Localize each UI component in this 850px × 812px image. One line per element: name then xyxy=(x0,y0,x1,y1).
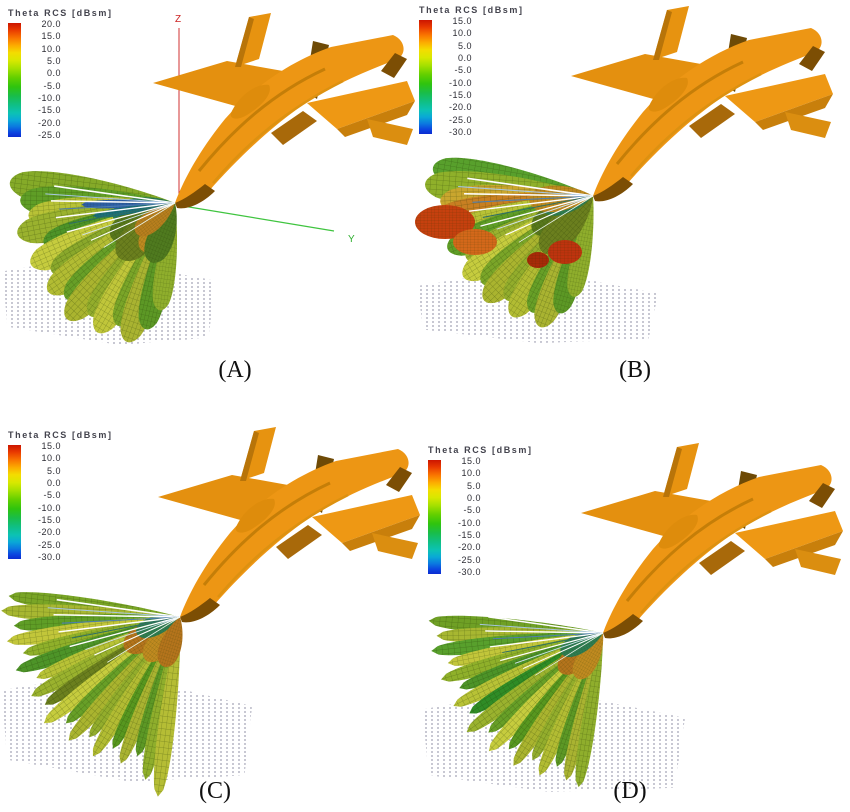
colorbar-gradient xyxy=(419,20,432,134)
colorbar-tick: 0.0 xyxy=(466,492,481,503)
colorbar-gradient xyxy=(8,23,21,137)
colorbar-tick: 10.0 xyxy=(461,468,481,479)
fighter-jet-model xyxy=(156,425,422,624)
y-axis-line xyxy=(182,205,335,232)
colorbar-tick: 5.0 xyxy=(46,465,61,476)
colorbar-tick: -5.0 xyxy=(463,505,481,516)
y-axis-label: Y xyxy=(348,234,355,245)
colorbar-tick: -30.0 xyxy=(37,551,61,562)
colorbar-tick: 0.0 xyxy=(46,477,61,488)
colorbar-tick: 5.0 xyxy=(46,55,61,66)
colorbar-tick: -10.0 xyxy=(37,502,61,513)
caption-C: (C) xyxy=(199,778,231,804)
colorbar-legend: Theta RCS [dBsm] 15.0 10.0 5.0 0.0 -5.0 … xyxy=(419,5,524,137)
z-axis-label: Z xyxy=(175,14,181,25)
colorbar-title: Theta RCS [dBsm] xyxy=(8,430,113,440)
colorbar-tick: -20.0 xyxy=(37,527,61,538)
panel-D: Theta RCS [dBsm] 15.0 10.0 5.0 0.0 -5.0 … xyxy=(415,420,850,805)
colorbar-gradient xyxy=(8,445,21,559)
colorbar-legend: Theta RCS [dBsm] 15.0 10.0 5.0 0.0 -5.0 … xyxy=(8,430,113,562)
colorbar-tick: -20.0 xyxy=(37,117,61,128)
colorbar-tick: -30.0 xyxy=(457,566,481,577)
colorbar-tick: -25.0 xyxy=(37,539,61,550)
colorbar-tick: 10.0 xyxy=(41,43,61,54)
colorbar-tick: 10.0 xyxy=(41,453,61,464)
colorbar-tick: -5.0 xyxy=(43,80,61,91)
colorbar-title: Theta RCS [dBsm] xyxy=(419,5,524,15)
colorbar-tick: 10.0 xyxy=(452,28,472,39)
colorbar-tick: -20.0 xyxy=(457,542,481,553)
coordinate-axes: Z Y xyxy=(175,14,355,245)
colorbar-ticks: 15.0 10.0 5.0 0.0 -5.0 -10.0 -15.0 -20.0… xyxy=(25,442,61,562)
caption-B: (B) xyxy=(619,357,651,383)
colorbar-tick: -15.0 xyxy=(37,105,61,116)
colorbar-tick: -15.0 xyxy=(37,514,61,525)
colorbar-tick: -25.0 xyxy=(37,129,61,140)
colorbar-tick: -5.0 xyxy=(43,490,61,501)
colorbar-tick: 15.0 xyxy=(452,16,472,26)
caption-A: (A) xyxy=(218,357,252,383)
colorbar-tick: -25.0 xyxy=(457,554,481,565)
colorbar-ticks: 15.0 10.0 5.0 0.0 -5.0 -10.0 -15.0 -20.0… xyxy=(445,457,481,577)
colorbar-tick: 0.0 xyxy=(457,52,472,63)
colorbar-tick: 15.0 xyxy=(461,456,481,466)
colorbar-tick: -5.0 xyxy=(454,65,472,76)
colorbar-ticks: 15.0 10.0 5.0 0.0 -5.0 -10.0 -15.0 -20.0… xyxy=(436,17,472,137)
colorbar-tick: 20.0 xyxy=(41,19,61,29)
colorbar-gradient xyxy=(428,460,441,574)
colorbar-title: Theta RCS [dBsm] xyxy=(8,8,113,18)
colorbar-tick: 5.0 xyxy=(466,480,481,491)
hotspot-red xyxy=(415,205,582,268)
colorbar-title: Theta RCS [dBsm] xyxy=(428,445,533,455)
colorbar-tick: -15.0 xyxy=(457,529,481,540)
colorbar-tick: -15.0 xyxy=(448,89,472,100)
panel-C: Theta RCS [dBsm] 15.0 10.0 5.0 0.0 -5.0 … xyxy=(0,420,430,805)
fighter-jet-model xyxy=(579,441,845,640)
colorbar-tick: -25.0 xyxy=(448,114,472,125)
colorbar-ticks: 20.0 15.0 10.0 5.0 0.0 -5.0 -10.0 -15.0 … xyxy=(25,20,61,140)
colorbar-tick: -10.0 xyxy=(448,77,472,88)
colorbar-tick: 5.0 xyxy=(457,40,472,51)
colorbar-tick: 15.0 xyxy=(41,441,61,451)
colorbar-tick: 15.0 xyxy=(41,31,61,42)
rcs-lobes xyxy=(428,613,612,788)
colorbar-legend: Theta RCS [dBsm] 20.0 15.0 10.0 5.0 0.0 … xyxy=(8,8,113,140)
colorbar-tick: -10.0 xyxy=(37,92,61,103)
rcs-3d-view xyxy=(415,4,835,356)
rcs-lobes xyxy=(8,167,188,347)
colorbar-tick: 0.0 xyxy=(46,68,61,79)
colorbar-legend: Theta RCS [dBsm] 15.0 10.0 5.0 0.0 -5.0 … xyxy=(428,445,533,577)
colorbar-tick: -30.0 xyxy=(448,126,472,137)
caption-D: (D) xyxy=(613,778,647,804)
rcs-lobes xyxy=(415,152,606,332)
colorbar-tick: -10.0 xyxy=(457,517,481,528)
fighter-jet-model xyxy=(151,11,417,210)
fighter-jet-model xyxy=(569,4,835,203)
panel-B: Theta RCS [dBsm] 15.0 10.0 5.0 0.0 -5.0 … xyxy=(415,0,850,356)
colorbar-tick: -20.0 xyxy=(448,102,472,113)
panel-A: Z Y xyxy=(0,0,425,356)
rcs-lobes xyxy=(1,588,190,797)
rcs-3d-view: Z Y xyxy=(0,11,417,356)
